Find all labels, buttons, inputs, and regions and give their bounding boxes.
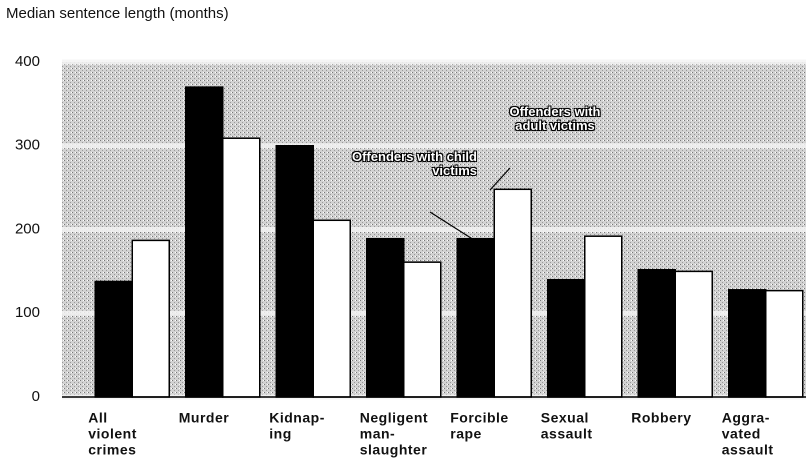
x-tick-label: Sexual: [541, 410, 589, 426]
x-tick-label: vated: [722, 426, 761, 442]
bar: [547, 279, 586, 398]
x-tick-label: Kidnap-: [269, 410, 325, 426]
x-tick-label: violent: [88, 426, 137, 442]
y-tick-label: 200: [15, 220, 40, 237]
bar: [765, 289, 804, 398]
bar: [493, 188, 532, 398]
bar: [728, 289, 767, 398]
x-tick-label: Aggra-: [722, 410, 770, 426]
x-tick-label: ing: [269, 426, 292, 442]
bar: [456, 237, 495, 398]
legend-child: Offenders with child victims: [352, 150, 477, 178]
y-tick-label: 0: [32, 388, 40, 405]
y-tick-label: 400: [15, 53, 40, 70]
x-tick-label: crimes: [88, 442, 136, 458]
x-tick-label: Forcible: [450, 410, 508, 426]
bar: [674, 270, 713, 398]
bar: [312, 219, 351, 398]
y-tick-label: 300: [15, 137, 40, 154]
x-tick-label: Murder: [179, 410, 230, 426]
legend-adult: Offenders with adult victims: [509, 105, 601, 133]
x-tick-label: assault: [722, 442, 774, 458]
annotation-arrow: [489, 167, 511, 191]
x-tick-label: All: [88, 410, 107, 426]
bar: [131, 239, 170, 398]
annotation-arrow: [429, 211, 475, 241]
x-tick-label: slaughter: [360, 442, 428, 458]
annotation-box: Offenders with adult victims: [509, 105, 601, 133]
bar: [185, 86, 224, 398]
x-tick-label: man-: [360, 426, 395, 442]
x-tick-label: rape: [450, 426, 482, 442]
bar: [94, 280, 133, 398]
y-tick-label: 100: [15, 304, 40, 321]
bar: [222, 137, 261, 398]
bar: [366, 237, 405, 398]
chart-title: Median sentence length (months): [6, 5, 229, 22]
x-tick-label: assault: [541, 426, 593, 442]
bar: [275, 145, 314, 398]
annotation-box: Offenders with child victims: [352, 150, 477, 178]
x-tick-label: Robbery: [631, 410, 691, 426]
bar: [637, 268, 676, 398]
bar: [584, 235, 623, 398]
x-tick-label: Negligent: [360, 410, 428, 426]
bar: [403, 261, 442, 398]
